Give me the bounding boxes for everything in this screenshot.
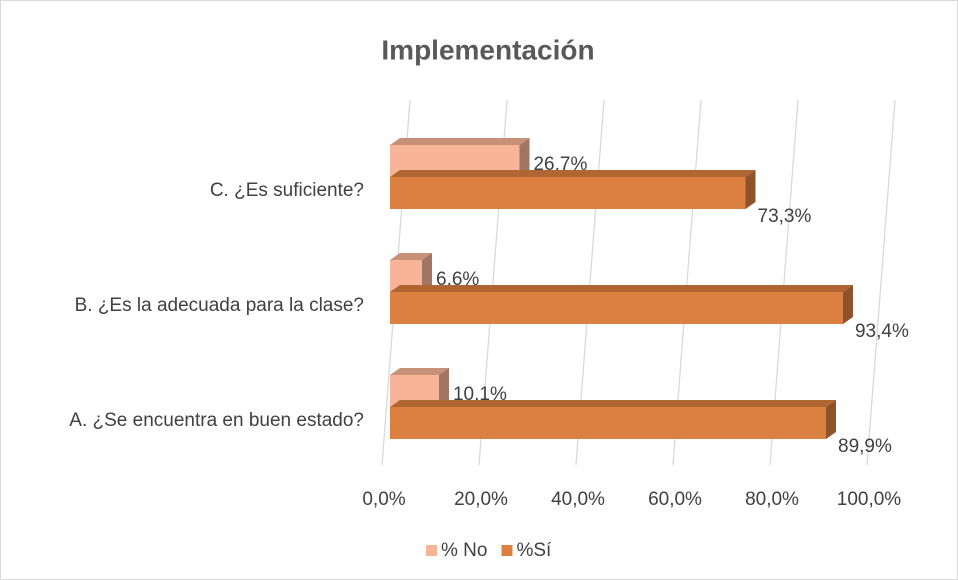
data-label: 6,6%: [436, 269, 479, 290]
bar-top: [390, 285, 853, 292]
x-tick-label: 40,0%: [551, 489, 605, 510]
bar-side: [745, 170, 756, 209]
data-label: 93,4%: [855, 321, 909, 342]
bar: [390, 177, 746, 209]
x-tick-label: 100,0%: [837, 489, 902, 510]
y-tick-label: A. ¿Se encuentra en buen estado?: [69, 410, 364, 431]
bar-top: [390, 368, 449, 375]
bar-side: [438, 368, 449, 407]
x-tick-label: 60,0%: [648, 489, 702, 510]
bar: [390, 407, 827, 439]
chart-title: Implementación: [381, 34, 594, 65]
bar: [390, 292, 843, 324]
legend-swatch: [501, 545, 513, 556]
data-label: 89,9%: [838, 436, 892, 457]
legend-label: %Sí: [516, 540, 552, 561]
data-label: 10,1%: [453, 384, 507, 405]
x-tick-label: 0,0%: [362, 489, 405, 510]
bar-side: [826, 400, 837, 439]
legend-swatch: [426, 545, 437, 556]
x-tick-label: 80,0%: [745, 489, 799, 510]
data-label: 73,3%: [758, 206, 812, 227]
bar-side: [519, 138, 530, 177]
legend-label: % No: [441, 540, 487, 561]
bar-side: [842, 285, 853, 324]
y-tick-label: C. ¿Es suficiente?: [210, 180, 364, 201]
bar-top: [390, 400, 837, 407]
bar-top: [390, 253, 433, 260]
data-label: 26,7%: [533, 154, 587, 175]
x-tick-label: 20,0%: [454, 489, 508, 510]
y-tick-label: B. ¿Es la adecuada para la clase?: [75, 295, 364, 316]
bar-top: [390, 138, 530, 145]
bar-side: [422, 253, 433, 292]
bar-top: [390, 170, 756, 177]
grid-line: [866, 99, 896, 466]
